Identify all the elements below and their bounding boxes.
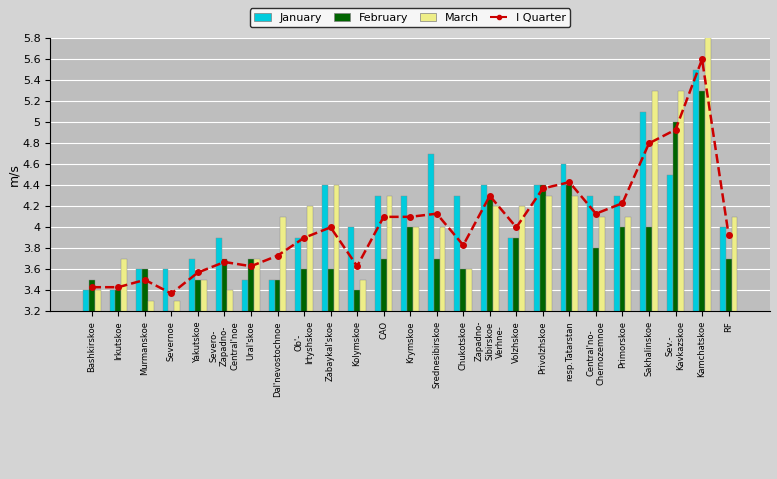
Bar	[89, 280, 95, 479]
Bar	[599, 217, 605, 479]
Bar	[216, 238, 221, 479]
Bar	[360, 280, 366, 479]
Bar	[440, 228, 445, 479]
Bar	[295, 238, 301, 479]
Bar	[673, 122, 678, 479]
Bar	[540, 185, 545, 479]
Bar	[693, 70, 699, 479]
Bar	[625, 217, 631, 479]
Bar	[242, 280, 248, 479]
Bar	[328, 269, 333, 479]
Bar	[221, 259, 228, 479]
Bar	[269, 280, 274, 479]
Bar	[354, 290, 360, 479]
Bar	[726, 259, 731, 479]
Bar	[593, 248, 599, 479]
Bar	[174, 301, 180, 479]
Bar	[519, 206, 525, 479]
Bar	[587, 196, 593, 479]
Bar	[566, 185, 573, 479]
Bar	[699, 91, 705, 479]
Bar	[387, 196, 392, 479]
Bar	[116, 290, 121, 479]
Bar	[667, 175, 673, 479]
Bar	[493, 206, 499, 479]
Bar	[162, 269, 169, 479]
Bar	[460, 269, 466, 479]
Bar	[254, 259, 260, 479]
Bar	[573, 196, 578, 479]
Bar	[481, 185, 487, 479]
Bar	[95, 290, 100, 479]
Bar	[678, 91, 685, 479]
Bar	[619, 228, 625, 479]
Bar	[705, 17, 711, 479]
Bar	[434, 259, 440, 479]
Bar	[280, 217, 286, 479]
Bar	[228, 290, 233, 479]
Bar	[381, 259, 387, 479]
Bar	[169, 311, 174, 479]
Bar	[561, 164, 566, 479]
Bar	[428, 154, 434, 479]
Bar	[333, 185, 340, 479]
Bar	[83, 290, 89, 479]
Bar	[466, 269, 472, 479]
Bar	[455, 196, 460, 479]
Bar	[731, 217, 737, 479]
Bar	[545, 196, 552, 479]
Bar	[322, 185, 328, 479]
Bar	[652, 91, 658, 479]
Bar	[640, 112, 646, 479]
Bar	[195, 280, 200, 479]
Bar	[720, 228, 726, 479]
Bar	[487, 196, 493, 479]
Bar	[413, 228, 419, 479]
Bar	[407, 228, 413, 479]
Bar	[646, 228, 652, 479]
Y-axis label: m/s: m/s	[7, 163, 20, 186]
Bar	[375, 196, 381, 479]
Bar	[301, 269, 307, 479]
Bar	[402, 196, 407, 479]
Bar	[348, 228, 354, 479]
Bar	[507, 238, 514, 479]
Bar	[614, 196, 619, 479]
Legend: January, February, March, I Quarter: January, February, March, I Quarter	[250, 8, 570, 27]
Bar	[189, 259, 195, 479]
Bar	[534, 185, 540, 479]
Bar	[142, 269, 148, 479]
Bar	[307, 206, 313, 479]
Bar	[248, 259, 254, 479]
Bar	[148, 301, 154, 479]
Bar	[200, 280, 207, 479]
Bar	[514, 238, 519, 479]
Bar	[136, 269, 142, 479]
Bar	[110, 290, 116, 479]
Bar	[121, 259, 127, 479]
Bar	[274, 280, 280, 479]
